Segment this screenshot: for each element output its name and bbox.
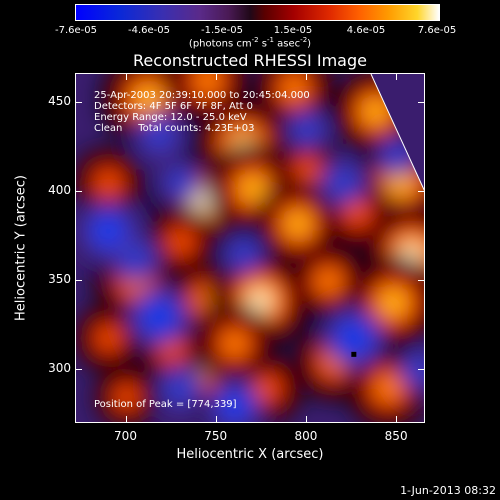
colorbar-tick: -4.6e-05 <box>128 25 170 36</box>
negative-blob <box>323 308 384 369</box>
peak-marker <box>351 351 357 357</box>
colorbar <box>75 4 440 21</box>
y-tick-mark <box>418 190 425 192</box>
y-tick-mark <box>418 280 425 282</box>
x-tick-mark <box>305 73 307 80</box>
negative-blob <box>135 111 183 159</box>
heatmap-plot: 25-Apr-2003 20:39:10.000 to 20:45:04.000… <box>75 73 425 423</box>
negative-blob <box>319 159 367 207</box>
x-tick-label: 850 <box>384 429 408 443</box>
colorbar-tick: 1.5e-05 <box>273 25 313 36</box>
x-tick-mark <box>305 416 307 423</box>
y-tick-label: 450 <box>48 93 71 108</box>
emission-blob <box>94 365 159 422</box>
x-tick-label: 700 <box>114 429 137 443</box>
info-clean: Clean Total counts: 4.23E+03 <box>94 123 255 134</box>
negative-blob <box>111 236 160 284</box>
y-tick-mark <box>75 280 82 282</box>
y-tick-mark <box>418 369 425 371</box>
y-tick-mark <box>75 369 82 371</box>
emission-blob <box>165 74 250 124</box>
x-tick-mark <box>215 73 217 80</box>
emission-blob <box>76 146 145 219</box>
emission-blob <box>76 304 143 373</box>
x-tick-label: 750 <box>204 429 228 443</box>
y-tick-label: 300 <box>48 361 71 376</box>
x-tick-mark <box>215 416 217 423</box>
y-tick-label: 350 <box>48 272 71 287</box>
x-tick-mark <box>125 416 127 423</box>
x-tick-mark <box>125 73 127 80</box>
negative-blob <box>128 286 190 347</box>
negative-blob <box>208 379 261 422</box>
solar-limb-line <box>370 74 424 191</box>
colorbar-tick: 4.6e-05 <box>346 25 386 36</box>
negative-blob <box>157 364 205 412</box>
colorbar-tick: 7.6e-05 <box>417 25 457 36</box>
info-peak: Position of Peak = [774,339] <box>94 399 237 410</box>
negative-blob <box>222 233 265 276</box>
negative-blob <box>159 161 202 204</box>
colorbar-tick: -7.6e-05 <box>55 25 97 36</box>
info-energy: Energy Range: 12.0 - 25.0 keV <box>94 112 247 123</box>
x-axis-label: Heliocentric X (arcsec) <box>176 447 324 462</box>
y-tick-mark <box>75 101 82 103</box>
y-axis-label: Heliocentric Y (arcsec) <box>13 175 29 321</box>
info-time: 25-Apr-2003 20:39:10.000 to 20:45:04.000 <box>94 90 310 101</box>
negative-blob <box>285 108 328 151</box>
info-detectors: Detectors: 4F 5F 6F 7F 8F, Att 0 <box>94 101 254 112</box>
y-tick-mark <box>75 190 82 192</box>
emission-blob <box>254 74 335 129</box>
timestamp-footer: 1-Jun-2013 08:32 <box>400 484 496 497</box>
y-tick-label: 400 <box>48 182 71 197</box>
colorbar-tick: -1.5e-05 <box>201 25 243 36</box>
x-tick-label: 800 <box>294 429 318 443</box>
x-tick-mark <box>396 416 398 423</box>
x-tick-mark <box>396 73 398 80</box>
emission-blob <box>194 303 275 384</box>
heatmap-image <box>76 74 424 422</box>
negative-blob <box>397 349 424 392</box>
y-tick-mark <box>418 101 425 103</box>
colorbar-units: (photons cm-2 s-1 asec-2) <box>188 36 312 50</box>
chart-title: Reconstructed RHESSI Image <box>133 51 367 70</box>
